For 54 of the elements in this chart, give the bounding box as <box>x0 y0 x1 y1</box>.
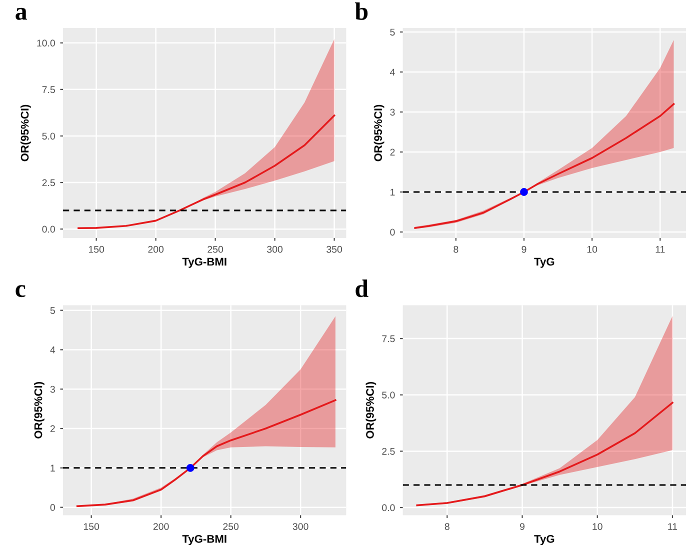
y-tick-label: 10.0 <box>37 40 55 47</box>
x-tick-label: 300 <box>267 246 283 253</box>
x-tick-label: 150 <box>88 246 104 253</box>
y-tick-label: 3 <box>390 108 395 116</box>
x-tick-label: 250 <box>208 246 224 253</box>
y-tick-label: 1 <box>390 188 395 196</box>
y-axis-title: OR(95%CI) <box>366 382 376 438</box>
y-tick-label: 5 <box>50 307 55 314</box>
y-tick-label: 5.0 <box>42 132 55 140</box>
y-tick-label: 7.5 <box>382 335 395 342</box>
chart-title: a <box>16 8 27 20</box>
x-tick-label: 300 <box>292 523 308 530</box>
x-tick-label: 11 <box>668 523 678 530</box>
x-tick-label: 200 <box>153 523 169 530</box>
y-tick-label: 2.5 <box>42 179 55 186</box>
x-axis-title: TyG <box>534 534 554 546</box>
y-tick-label: 1 <box>50 464 55 472</box>
y-tick-label: 4 <box>390 68 395 76</box>
x-tick-label: 200 <box>148 246 164 253</box>
y-tick-label: 0 <box>390 228 395 236</box>
chart-title: d <box>356 280 368 298</box>
chart-title: b <box>354 2 368 20</box>
x-tick-label: 10 <box>592 523 602 530</box>
x-tick-label: 8 <box>454 246 458 253</box>
x-tick-label: 11 <box>656 246 665 253</box>
line-series <box>78 114 336 230</box>
y-tick-label: 2.5 <box>382 448 395 455</box>
y-tick-label: 5.0 <box>382 392 395 398</box>
x-tick-label: 250 <box>223 523 239 530</box>
x-tick-label: 350 <box>326 246 342 253</box>
y-axis-title: OR(95%CI) <box>374 104 384 162</box>
y-axis-title: OR(95%CI) <box>20 104 31 162</box>
x-axis-title: TyG-BMI <box>182 534 226 546</box>
y-tick-label: 5 <box>390 28 395 36</box>
x-tick-label: 9 <box>522 246 526 253</box>
y-axis-title: OR(95%CI) <box>34 382 44 438</box>
x-axis-title: TyG <box>534 258 554 268</box>
line-series <box>414 103 675 229</box>
chart-title: c <box>16 285 26 298</box>
y-tick-label: 2 <box>50 425 55 432</box>
x-tick-label: 150 <box>84 523 100 530</box>
y-tick-label: 4 <box>50 346 56 354</box>
line-series <box>416 402 674 506</box>
y-tick-label: 0 <box>50 504 55 511</box>
y-tick-label: 7.5 <box>42 86 55 94</box>
y-tick-label: 0.0 <box>42 226 55 233</box>
x-tick-label: 10 <box>587 246 598 253</box>
x-axis-title: TyG-BMI <box>182 258 226 268</box>
y-tick-label: 0.0 <box>382 504 395 512</box>
y-tick-label: 3 <box>50 386 55 393</box>
y-tick-label: 2 <box>390 148 395 156</box>
x-tick-label: 9 <box>520 523 524 530</box>
x-tick-label: 8 <box>444 523 450 530</box>
line-series <box>76 399 336 508</box>
